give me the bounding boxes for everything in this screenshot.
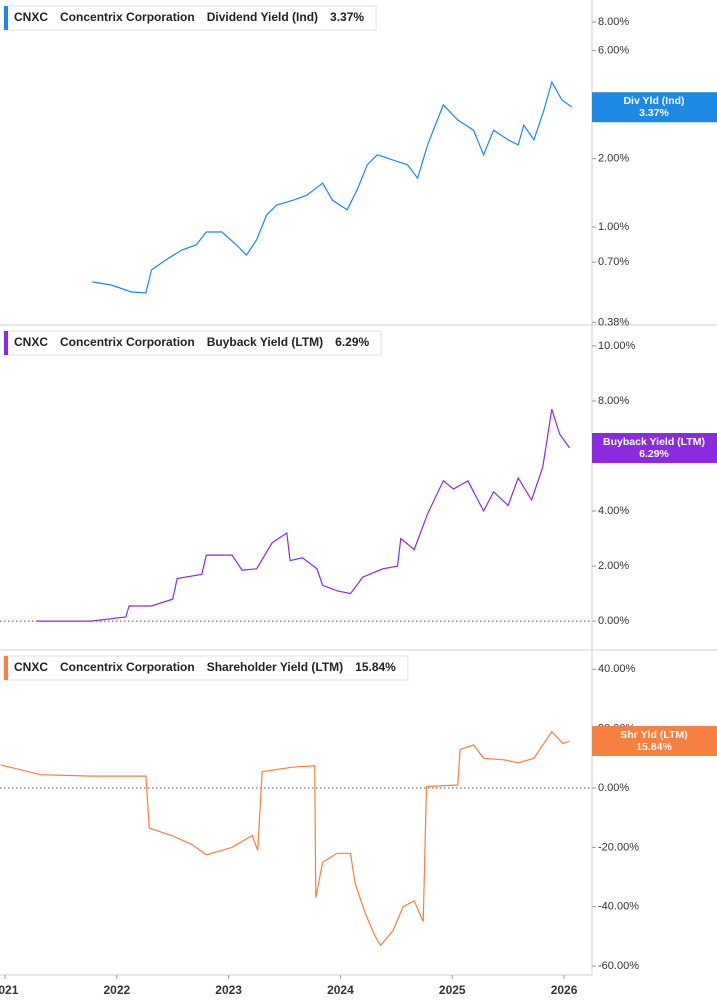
y-tick-label: 0.38% [598,316,629,328]
header-ticker: CNXC [14,335,48,349]
end-label-value: 6.29% [639,448,669,460]
y-tick-label: 40.00% [598,663,636,675]
header-company: Concentrix Corporation [60,660,195,674]
header: CNXC Concentrix Corporation Buyback Yield … [3,330,382,356]
header-value: 15.84% [355,660,396,674]
x-tick-label: 2023 [215,983,242,997]
y-tick-label: 8.00% [598,395,629,407]
end-label-box [592,433,717,464]
header: CNXC Concentrix Corporation Dividend Yield… [3,5,377,31]
header: CNXC Concentrix Corporation Shareholder Yi… [3,655,409,681]
series-line [92,80,573,294]
end-label-box [592,92,717,123]
header-company: Concentrix Corporation [60,10,195,24]
header-metric: Dividend Yield (Ind) [207,10,318,24]
end-label-value: 3.37% [639,107,669,119]
end-label-name: Div Yld (Ind) [623,95,684,107]
y-tick-label: -40.00% [598,901,639,913]
header-color-bar [4,656,8,680]
header-ticker: CNXC [14,10,48,24]
header-metric: Shareholder Yield (LTM) [207,660,343,674]
y-tick-label: -60.00% [598,960,639,972]
x-tick-label: 2025 [439,983,466,997]
end-label-box [592,726,717,756]
header-value: 3.37% [330,10,364,24]
y-tick-label: 2.00% [598,153,629,165]
y-tick-label: -20.00% [598,841,639,853]
header-company: Concentrix Corporation [60,335,195,349]
y-tick-label: 0.70% [598,256,629,268]
y-tick-label: 1.00% [598,221,629,233]
series-line [36,409,571,622]
y-tick-label: 0.00% [598,782,629,794]
header-color-bar [4,331,8,355]
x-tick-label: 2021 [0,983,19,997]
header-value: 6.29% [335,335,369,349]
y-tick-label: 8.00% [598,16,629,28]
header-color-bar [4,6,8,30]
header-box [3,330,382,356]
end-label-name: Shr Yld (LTM) [620,729,687,741]
y-tick-label: 2.00% [598,560,629,572]
x-tick-label: 2026 [551,983,578,997]
y-tick-label: 4.00% [598,505,629,517]
x-tick-label: 2022 [103,983,130,997]
y-tick-label: 6.00% [598,44,629,56]
series-line [0,730,570,947]
y-tick-label: 0.00% [598,615,629,627]
header-metric: Buyback Yield (LTM) [207,335,323,349]
end-label-value: 15.84% [636,741,672,753]
header-ticker: CNXC [14,660,48,674]
end-label-name: Buyback Yield (LTM) [603,436,705,448]
y-tick-label: 10.00% [598,340,636,352]
x-tick-label: 2024 [327,983,354,997]
header-box [3,5,377,31]
